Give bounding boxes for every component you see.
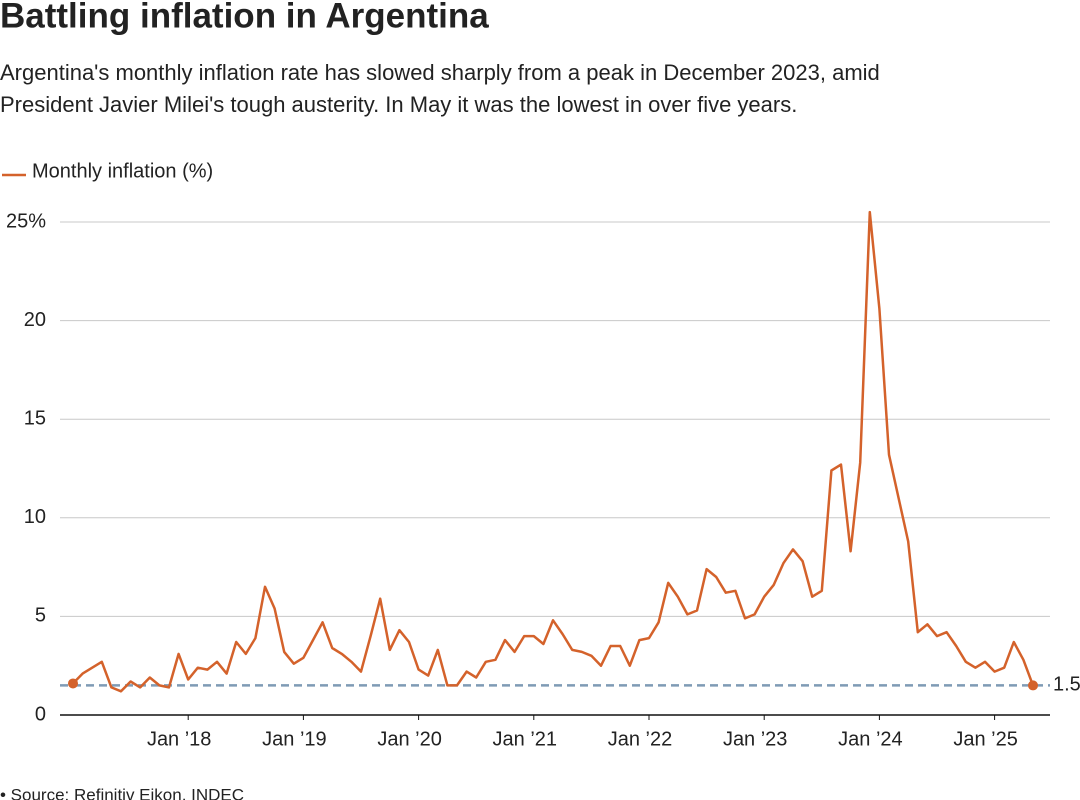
subtitle: Argentina's monthly inflation rate has s… [0, 60, 880, 85]
end-dot [68, 678, 78, 689]
end-dot [1028, 680, 1038, 691]
legend-label: Monthly inflation (%) [32, 160, 213, 182]
x-tick-label: Jan ’23 [723, 728, 788, 750]
y-tick-label: 0 [35, 703, 46, 725]
chart-title: Battling inflation in Argentina [0, 0, 489, 35]
y-tick-label: 5 [35, 605, 46, 627]
x-tick-label: Jan ’21 [493, 728, 558, 750]
reference-label: 1.5 [1053, 674, 1080, 696]
x-tick-label: Jan ’18 [147, 728, 212, 750]
y-tick-label: 25% [6, 210, 46, 232]
y-tick-label: 20 [24, 309, 46, 331]
y-tick-label: 15 [24, 407, 46, 429]
x-tick-label: Jan ’20 [377, 728, 442, 750]
y-tick-label: 10 [24, 506, 46, 528]
x-tick-label: Jan ’19 [262, 728, 327, 750]
subtitle: President Javier Milei's tough austerity… [0, 92, 797, 117]
x-tick-label: Jan ’25 [953, 728, 1018, 750]
x-tick-label: Jan ’24 [838, 728, 903, 750]
x-tick-label: Jan ’22 [608, 728, 673, 750]
data-line [72, 210, 1035, 693]
source: • Source: Refinitiv Eikon, INDEC [0, 785, 244, 800]
